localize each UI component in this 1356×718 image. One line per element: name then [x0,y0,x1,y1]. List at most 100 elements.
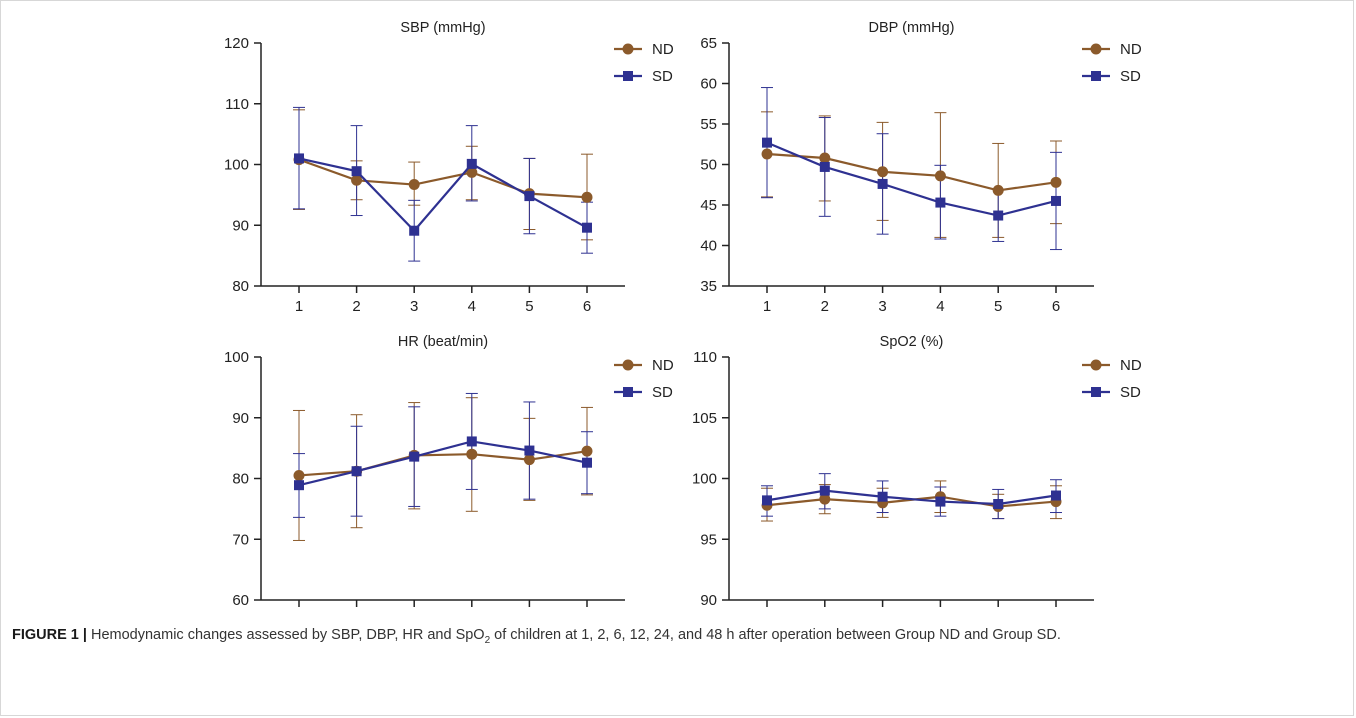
legend-item-nd: ND [1082,357,1142,374]
data-point-nd [466,449,477,460]
data-point-nd [877,166,888,177]
y-tick-label: 90 [232,217,249,234]
x-tick-label: 4 [468,298,476,315]
data-point-nd [524,454,535,465]
y-tick-label: 70 [232,531,249,548]
data-point-nd [762,148,773,159]
data-point-nd [819,153,830,164]
error-bars-sd [761,88,1062,250]
y-tick-label: 110 [693,349,717,366]
chart-panel-4: 90 95 100 105 110 1 2 3 4 5 6 SpO2 (%) ND SD [692,334,1142,615]
data-point-sd [1051,491,1061,501]
data-point-sd [993,499,1003,509]
y-tick-label: 100 [224,157,249,174]
x-tick-label: 6 [583,612,591,615]
x-tick-label: 6 [1052,298,1060,315]
x-tick-label: 1 [295,298,303,315]
data-point-nd [1051,177,1062,188]
error-bars-sd [293,107,593,261]
y-tick-label: 90 [700,592,717,609]
data-point-sd [582,458,592,468]
figure-caption: FIGURE 1 | Hemodynamic changes assessed … [12,624,1332,652]
figure-label: FIGURE 1 | [12,627,87,643]
series-line-nd [299,451,587,475]
data-point-nd [935,170,946,181]
y-tick-label: 65 [700,35,717,52]
legend-label: ND [1120,41,1142,58]
data-point-sd [294,153,304,163]
legend-marker-sd [623,387,633,397]
y-tick-label: 100 [224,349,249,366]
x-tick-label: 5 [525,298,533,315]
x-tick-label: 1 [763,612,771,615]
series-line-nd [767,154,1056,190]
data-point-sd [935,497,945,507]
data-point-sd [524,191,534,201]
data-point-sd [409,226,419,236]
data-point-sd [820,162,830,172]
data-point-sd [524,446,534,456]
y-tick-label: 60 [700,76,717,93]
x-tick-label: 2 [352,298,360,315]
data-point-sd [467,159,477,169]
y-tick-label: 60 [232,592,249,609]
x-tick-label: 4 [936,298,944,315]
legend-item-nd: ND [1082,41,1142,58]
legend-item-nd: ND [614,41,674,58]
data-point-sd [878,492,888,502]
legend-marker-nd [623,44,634,55]
y-tick-label: 45 [700,197,717,214]
chart-panel-1: 80 90 100 110 120 1 2 3 4 5 6 SBP (mmHg) ND SD [224,20,674,315]
series-line-sd [299,441,587,485]
x-tick-label: 1 [763,298,771,315]
caption-text-start: Hemodynamic changes assessed by SBP, DBP… [91,627,485,643]
x-tick-label: 4 [936,612,944,615]
data-point-sd [762,495,772,505]
legend-label: ND [652,41,674,58]
x-tick-label: 6 [1052,612,1060,615]
y-tick-label: 80 [232,278,249,295]
data-point-sd [993,211,1003,221]
legend-item-sd: SD [1082,68,1141,85]
data-point-sd [352,466,362,476]
legend-item-sd: SD [614,384,673,401]
legend-marker-sd [1091,71,1101,81]
data-point-sd [762,138,772,148]
legend-marker-nd [623,360,634,371]
x-tick-label: 3 [410,612,418,615]
error-bars-nd [293,398,593,541]
legend-label: SD [652,384,673,401]
legend-item-nd: ND [614,357,674,374]
y-tick-label: 95 [700,531,717,548]
chart-panel-3: 60 70 80 90 100 1 2 3 4 5 6 HR (beat/min) ND SD [224,334,674,615]
legend-marker-sd [623,71,633,81]
x-tick-label: 5 [525,612,533,615]
x-tick-label: 2 [821,298,829,315]
chart-title: SBP (mmHg) [400,20,485,36]
data-point-sd [935,198,945,208]
y-tick-label: 55 [700,116,717,133]
y-tick-label: 120 [224,35,249,52]
data-point-sd [1051,196,1061,206]
data-point-sd [467,436,477,446]
legend-label: ND [652,357,674,374]
caption-text-end: of children at 1, 2, 6, 12, 24, and 48 h… [490,627,1061,643]
x-tick-label: 1 [295,612,303,615]
chart-panel-2: 354045505560651 2 3 4 5 6DBP (mmHg)NDSD [700,20,1142,315]
x-tick-label: 2 [821,612,829,615]
data-point-nd [582,192,593,203]
y-tick-label: 80 [232,471,249,488]
data-point-sd [352,166,362,176]
data-point-nd [294,470,305,481]
legend-marker-sd [1091,387,1101,397]
y-tick-label: 40 [700,238,717,255]
y-tick-label: 90 [232,410,249,427]
data-point-sd [409,452,419,462]
series-line-nd [299,160,587,198]
error-bars-nd [293,110,593,240]
data-point-sd [582,223,592,233]
legend-marker-nd [1091,360,1102,371]
x-tick-label: 3 [878,612,886,615]
x-tick-label: 3 [410,298,418,315]
